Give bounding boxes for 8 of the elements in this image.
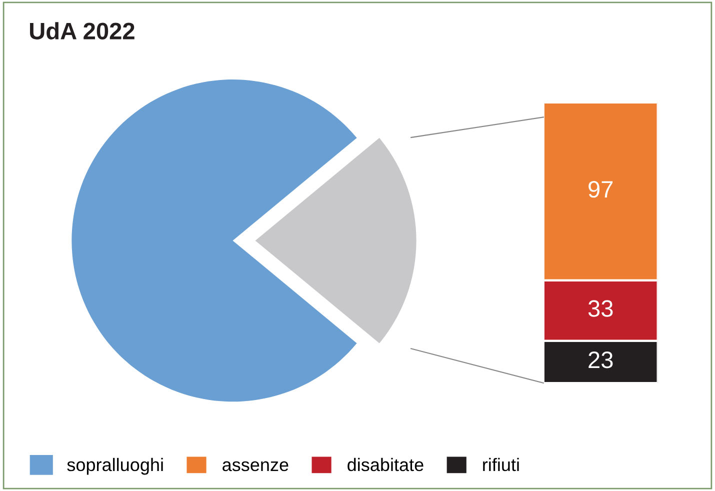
data-label: 97 xyxy=(588,180,613,198)
data-label: 33 xyxy=(588,300,613,317)
legend-label: sopralluoghi xyxy=(67,458,163,475)
data-label: 23 xyxy=(588,352,613,368)
chart-title: UdA 2022 xyxy=(30,22,134,40)
legend-label: assenze xyxy=(222,461,288,472)
legend-label: rifiuti xyxy=(483,458,519,472)
legend-label: disabitate xyxy=(348,458,424,472)
